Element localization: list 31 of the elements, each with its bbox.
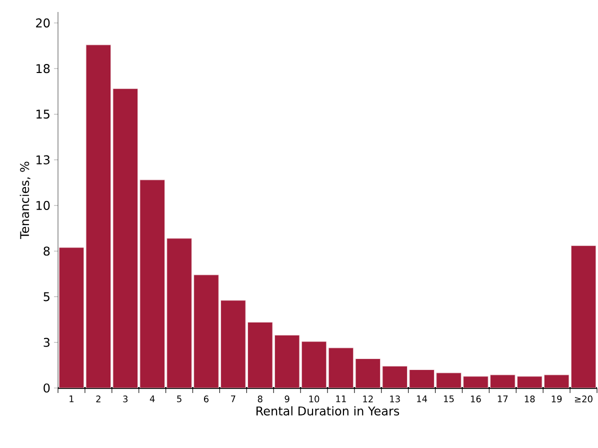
y-tick-label: 8 [44,246,50,256]
x-tick-label: 4 [150,396,155,402]
y-tick-label: 18 [36,64,50,74]
x-tick-label: 6 [204,396,209,402]
x-tick-label: 3 [123,396,128,402]
x-tick-label: ≥20 [574,396,592,402]
y-tick-label: 20 [36,18,50,28]
x-tick-label: 9 [284,396,290,402]
y-axis-title: Tenancies, % [20,162,30,239]
x-tick-label: 17 [498,396,508,402]
y-tick-label: 15 [36,110,50,119]
x-tick-label: 10 [309,396,320,402]
y-tick-label: 10 [36,200,50,210]
x-tick-label: 5 [177,396,182,402]
y-tick-label: 5 [44,292,50,302]
x-tick-label: 19 [552,396,562,402]
x-tick-label: 11 [336,396,346,402]
x-tick-label: 18 [524,396,535,402]
x-tick-label: 15 [444,396,454,402]
x-tick-label: 14 [417,396,428,402]
x-tick-label: 2 [96,396,100,402]
y-tick-label: 3 [44,338,50,347]
y-tick-label: 13 [36,155,50,164]
x-tick-label: 16 [470,396,481,402]
x-tick-label: 13 [390,396,400,402]
x-axis-title: Rental Duration in Years [256,406,400,416]
x-tick-label: 1 [70,396,74,402]
x-tick-label: 12 [363,396,373,402]
y-tick-label: 0 [44,383,50,393]
x-tick-label: 7 [231,396,236,402]
x-tick-label: 8 [258,396,262,402]
